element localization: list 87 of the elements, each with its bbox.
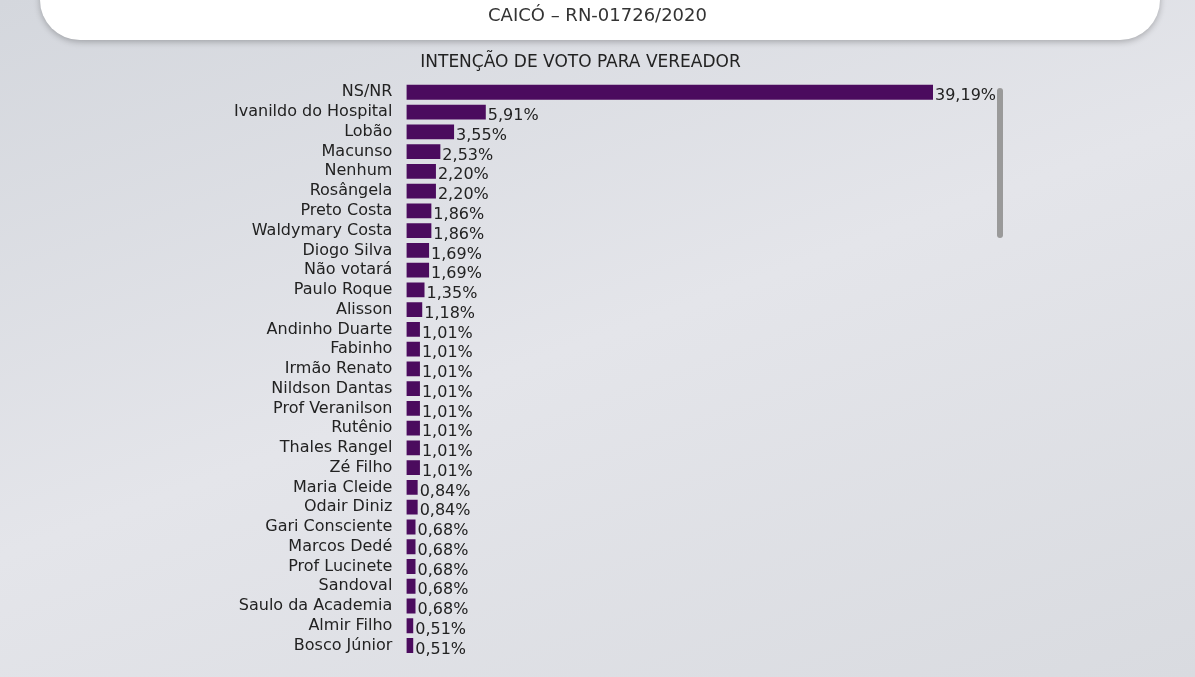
bar <box>406 539 416 555</box>
data-label: 3,55% <box>456 124 507 144</box>
bar <box>406 282 425 298</box>
data-label: 0,68% <box>417 539 469 559</box>
bar <box>406 519 416 535</box>
bar <box>406 203 432 219</box>
data-label: 1,01% <box>421 441 473 461</box>
data-label: 1,86% <box>433 203 485 223</box>
y-tick-label: Macunso <box>321 140 393 160</box>
data-label: 1,35% <box>426 283 478 303</box>
data-label: 1,01% <box>421 381 473 401</box>
data-label: 1,01% <box>421 362 473 382</box>
bar <box>406 420 420 436</box>
y-tick-label: Waldymary Costa <box>251 219 393 239</box>
data-label: 1,86% <box>433 223 485 243</box>
y-tick-label: Fabinho <box>330 338 393 358</box>
bar <box>406 499 418 515</box>
bar <box>406 163 436 179</box>
y-tick-label: Ivanildo do Hospital <box>233 101 393 121</box>
data-label: 2,20% <box>437 184 489 204</box>
data-label: 0,51% <box>415 618 467 638</box>
y-tick-label: Marcos Dedé <box>288 535 393 555</box>
bar <box>406 440 420 456</box>
bar <box>406 480 418 495</box>
y-tick-label: Diogo Silva <box>302 239 393 259</box>
data-label: 0,68% <box>417 599 469 619</box>
bar <box>406 381 420 397</box>
bar <box>406 559 416 574</box>
data-label: 39,19% <box>935 85 997 105</box>
bar <box>406 104 486 120</box>
bar <box>406 242 430 258</box>
data-label: 2,53% <box>442 144 494 164</box>
y-tick-label: Não votará <box>303 259 393 279</box>
y-tick-label: Lobão <box>344 120 393 140</box>
data-label: 1,01% <box>421 460 473 480</box>
bar <box>406 598 416 614</box>
y-tick-label: Paulo Roque <box>293 279 393 299</box>
chart-subtitle: INTENÇÃO DE VOTO PARA VEREADOR <box>420 49 741 71</box>
bar <box>406 460 420 476</box>
y-tick-label: NS/NR <box>341 81 393 101</box>
data-label: 1,01% <box>421 322 473 342</box>
bar <box>406 578 416 594</box>
y-tick-label: Gari Consciente <box>265 516 393 536</box>
y-tick-label: Saulo da Academia <box>238 595 393 615</box>
data-label: 0,68% <box>417 559 469 579</box>
y-tick-label: Zé Filho <box>329 456 393 476</box>
bar <box>406 124 455 140</box>
y-tick-label: Thales Rangel <box>278 437 393 457</box>
bar <box>406 84 933 100</box>
data-label: 1,01% <box>421 342 473 362</box>
data-label: 5,91% <box>487 105 539 125</box>
data-label: 1,18% <box>424 302 476 322</box>
data-label: 0,84% <box>419 480 471 500</box>
bar <box>406 223 432 238</box>
y-tick-label: Odair Diniz <box>303 496 393 516</box>
data-label: 1,01% <box>421 421 473 441</box>
bar <box>406 321 420 337</box>
bar <box>406 183 436 199</box>
y-tick-label: Alisson <box>335 298 393 318</box>
data-label: 1,69% <box>431 243 482 263</box>
bar <box>406 401 420 416</box>
data-label: 0,68% <box>417 520 469 540</box>
bar <box>406 302 423 318</box>
y-tick-label: Maria Cleide <box>292 476 393 496</box>
y-tick-label: Nenhum <box>324 160 393 180</box>
chart-title: CAICÓ – RN-01726/2020 <box>487 4 708 25</box>
y-tick-label: Preto Costa <box>300 199 393 219</box>
data-label: 2,20% <box>437 164 489 184</box>
y-tick-label: Sandoval <box>318 575 393 595</box>
data-label: 1,69% <box>431 263 482 283</box>
bar <box>406 144 441 159</box>
bar <box>406 361 420 377</box>
y-tick-label: Rutênio <box>331 417 393 437</box>
y-tick-label: Rosângela <box>309 180 393 200</box>
data-label: 0,84% <box>419 500 471 520</box>
y-tick-label: Prof Veranilson <box>273 397 393 417</box>
y-tick-label: Bosco Júnior <box>293 634 393 654</box>
data-label: 1,01% <box>421 401 473 421</box>
bar <box>406 341 420 357</box>
data-label: 0,68% <box>417 579 469 599</box>
y-tick-label: Nildson Dantas <box>271 377 393 397</box>
bar <box>406 262 430 278</box>
data-label: 0,51% <box>415 638 467 658</box>
y-tick-label: Almir Filho <box>308 614 393 634</box>
y-tick-label: Irmão Renato <box>284 358 393 378</box>
y-tick-label: Andinho Duarte <box>266 318 393 338</box>
y-tick-label: Prof Lucinete <box>288 555 393 575</box>
